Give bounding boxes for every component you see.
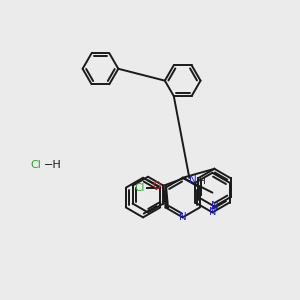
Text: H: H [198,177,205,186]
Text: O: O [152,181,161,191]
Text: N: N [189,175,197,185]
Text: Cl: Cl [134,183,145,193]
Text: N: N [211,202,218,212]
Text: N: N [179,212,187,222]
Text: Cl: Cl [31,160,41,170]
Text: −H: −H [44,160,62,170]
Text: N: N [209,207,216,218]
